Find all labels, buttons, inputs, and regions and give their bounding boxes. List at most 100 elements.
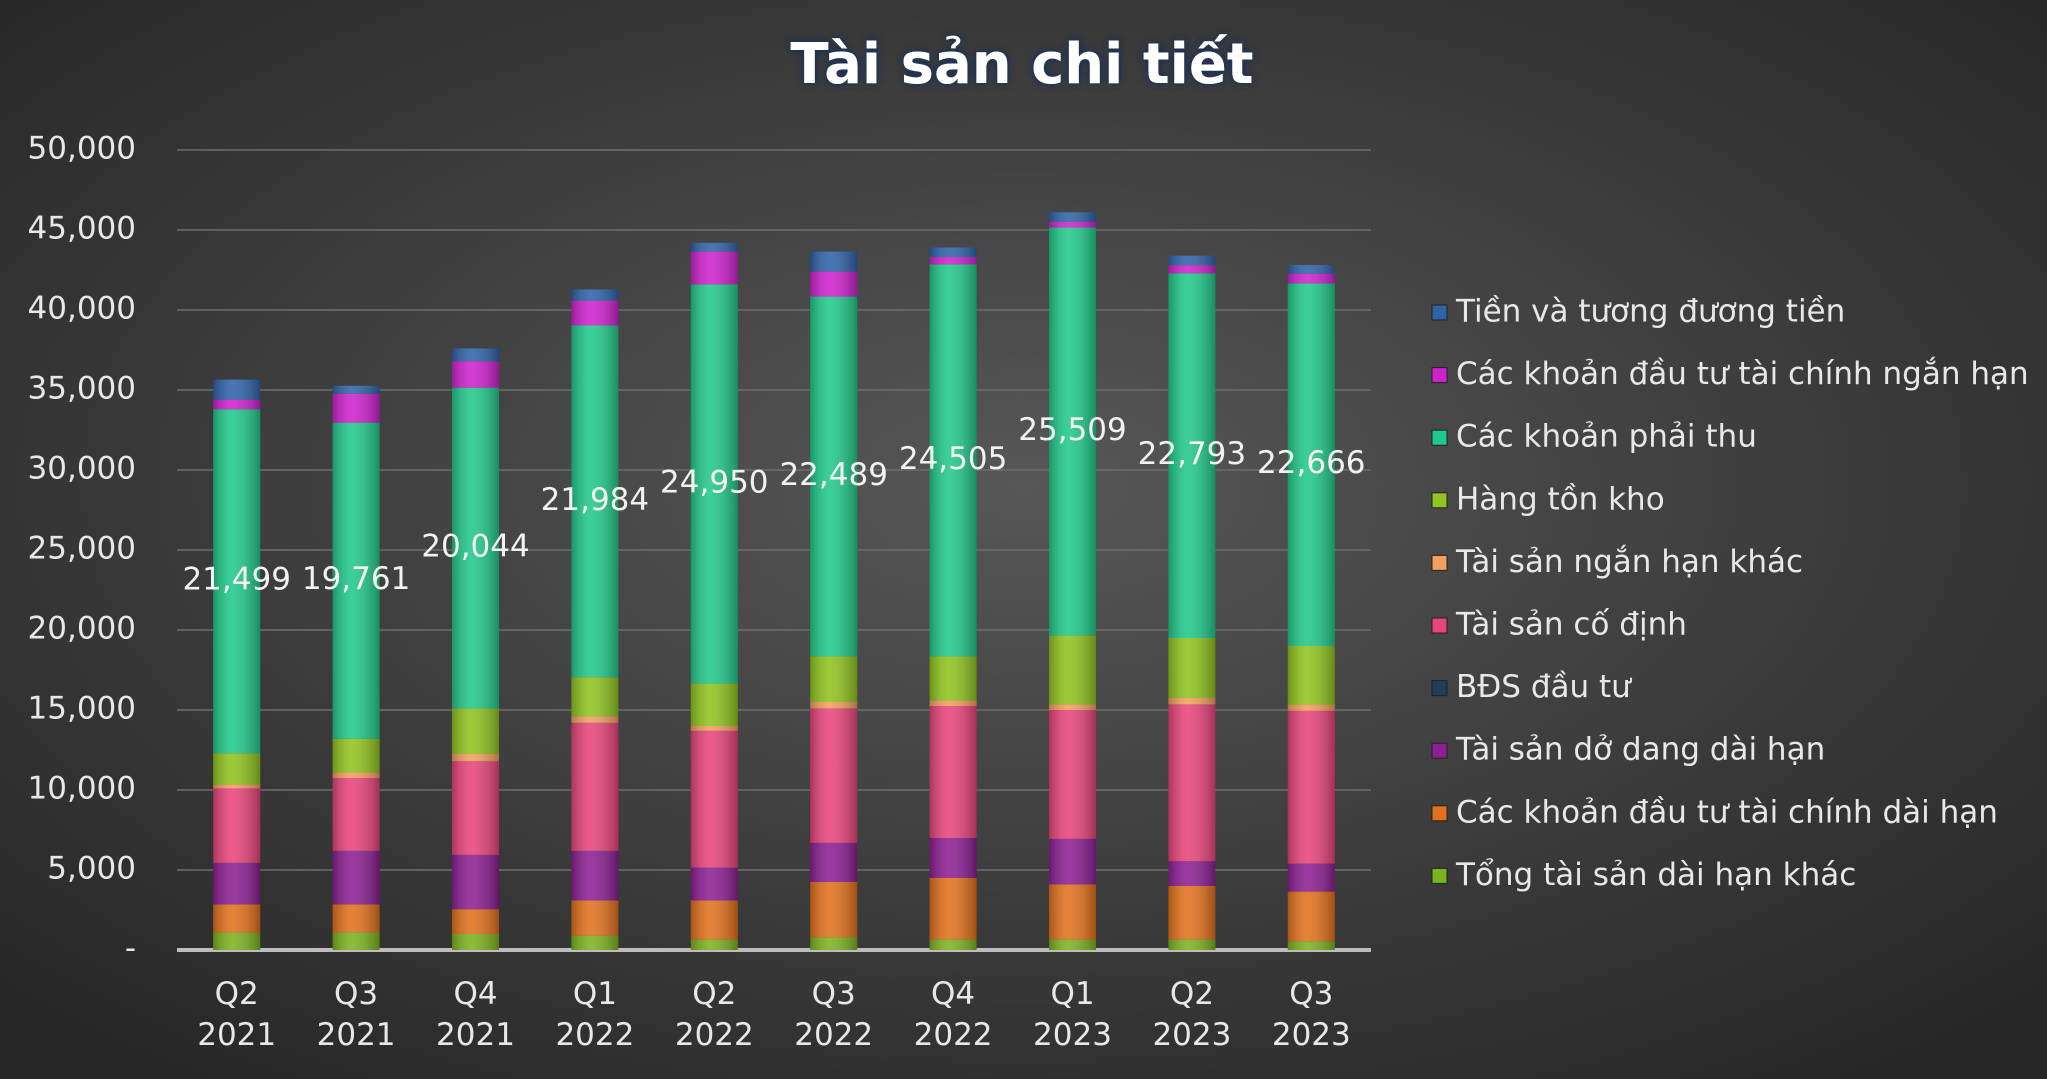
x-tick-label: Q4 2022 — [914, 976, 993, 1053]
bar-shade — [929, 878, 977, 940]
bar-shade — [810, 702, 858, 709]
x-tick-label: Q2 2021 — [197, 976, 276, 1053]
y-tick-label: 15,000 — [28, 691, 136, 727]
data-label: 22,666 — [1257, 445, 1365, 481]
bar-shade — [571, 289, 619, 301]
bar-shade — [1049, 710, 1096, 839]
legend-swatch — [1431, 367, 1448, 384]
data-label: 22,489 — [779, 457, 887, 493]
bar-shade — [571, 716, 619, 723]
bar-shade — [1168, 255, 1216, 266]
bar-shade — [332, 932, 380, 950]
bar-shade — [810, 656, 858, 702]
bar-shade — [332, 772, 380, 778]
bar-shade — [1049, 704, 1096, 710]
y-tick-label: 20,000 — [28, 611, 136, 647]
y-tick-label: 30,000 — [28, 451, 136, 487]
bar-shade — [810, 937, 858, 950]
legend-label: BĐS đầu tư — [1456, 669, 1632, 705]
bar-shade — [1049, 212, 1096, 222]
bar-shade — [452, 361, 499, 388]
y-tick-label: - — [125, 931, 136, 967]
bar-shade — [690, 730, 738, 868]
legend-swatch — [1431, 805, 1448, 822]
bar-shade — [929, 939, 977, 950]
data-label: 22,793 — [1138, 436, 1246, 472]
bar-shade — [690, 939, 738, 950]
legend-label: Các khoản phải thu — [1456, 419, 1757, 455]
y-tick-label: 10,000 — [28, 771, 136, 807]
bar-shade — [1049, 838, 1096, 885]
bar-shade — [213, 904, 261, 933]
bar-shade — [452, 854, 499, 910]
bar-shade — [571, 325, 619, 678]
bar-shade — [213, 784, 261, 789]
bar-shade — [213, 932, 261, 950]
legend-swatch — [1431, 867, 1448, 884]
bar-shade — [690, 251, 738, 285]
bar-shade — [929, 247, 977, 258]
legend-swatch — [1431, 304, 1448, 321]
bar-shade — [1168, 638, 1216, 698]
bar-shade — [213, 379, 261, 400]
bar-shade — [690, 242, 738, 252]
bar-shade — [690, 900, 738, 940]
bar-shade — [1168, 698, 1216, 705]
legend-label: Tiền và tương đương tiền — [1455, 294, 1845, 330]
x-tick-label: Q3 2022 — [794, 976, 873, 1053]
data-label: 24,950 — [660, 465, 768, 501]
bar-shade — [452, 348, 499, 362]
bar-shade — [1287, 704, 1335, 711]
bar-shade — [929, 656, 977, 701]
bar-shade — [1287, 273, 1335, 284]
bar-shade — [213, 862, 261, 905]
bar-shade — [213, 399, 261, 410]
bar-shade — [929, 257, 977, 265]
data-label: 21,984 — [541, 482, 649, 518]
legend-label: Các khoản đầu tư tài chính ngắn hạn — [1456, 356, 2029, 392]
bar-shade — [1287, 646, 1335, 705]
data-label: 24,505 — [899, 441, 1007, 477]
x-tick-label: Q2 2023 — [1152, 976, 1231, 1053]
data-label: 21,499 — [182, 562, 290, 598]
bar-shade — [332, 422, 380, 739]
bar-shade — [452, 909, 499, 934]
data-label: 25,509 — [1018, 412, 1126, 448]
bar-shade — [810, 271, 858, 297]
bar-shade — [213, 753, 261, 785]
bar-shade — [332, 738, 380, 773]
bar-shade — [452, 754, 499, 762]
bar-shade — [571, 300, 619, 326]
bar-shade — [929, 700, 977, 706]
bar-shade — [332, 778, 380, 851]
bar-shade — [213, 409, 261, 754]
legend-label: Các khoản đầu tư tài chính dài hạn — [1456, 794, 1998, 830]
legend-label: Tài sản ngắn hạn khác — [1455, 544, 1803, 580]
y-tick-label: 5,000 — [47, 851, 136, 887]
bar-shade — [810, 296, 858, 657]
bar-shade — [1168, 861, 1216, 886]
bar-shade — [332, 850, 380, 905]
bar-shade — [332, 393, 380, 423]
bar-shade — [1168, 265, 1216, 274]
bar-shade — [452, 761, 499, 855]
bar-shade — [810, 251, 858, 272]
bar-shade — [1049, 635, 1096, 705]
bar-shade — [1168, 886, 1216, 940]
x-tick-label: Q3 2023 — [1272, 976, 1351, 1053]
y-tick-label: 25,000 — [28, 531, 136, 567]
bar-shade — [332, 904, 380, 933]
bar-shade — [810, 842, 858, 882]
legend-swatch — [1431, 742, 1448, 759]
bar-shade — [810, 708, 858, 843]
bar-shade — [1168, 704, 1216, 862]
bar-shade — [1049, 221, 1096, 228]
bar-shade — [1287, 264, 1335, 274]
y-tick-label: 50,000 — [28, 131, 136, 167]
bar-shade — [1287, 710, 1335, 864]
x-tick-label: Q4 2021 — [436, 976, 515, 1053]
bar-shade — [1168, 273, 1216, 638]
